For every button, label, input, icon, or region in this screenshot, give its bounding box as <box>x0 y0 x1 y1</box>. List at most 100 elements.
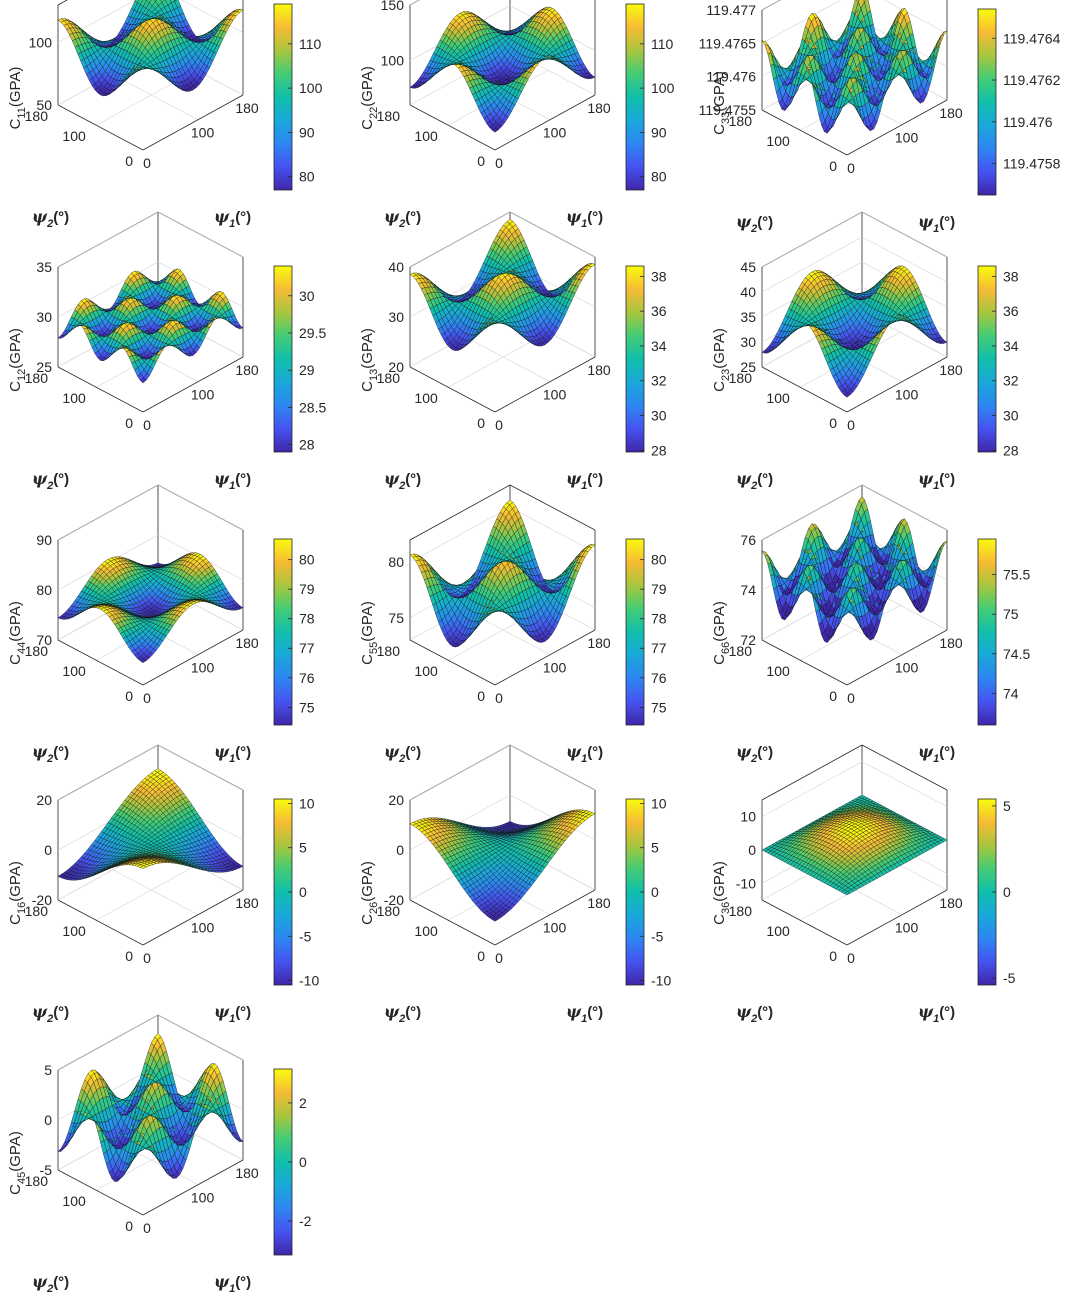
z-label-main: C <box>359 381 376 392</box>
colorbar-tick-label: 119.476 <box>1003 114 1053 130</box>
z-label-main: C <box>7 118 24 129</box>
y-tick-label: 0 <box>477 153 485 169</box>
colorbar-tick-label: 110 <box>651 36 674 52</box>
colorbar <box>274 266 292 452</box>
x-tick-label: 100 <box>191 386 215 402</box>
y-tick-label: 0 <box>477 415 485 431</box>
z-label-unit: (GPA) <box>7 328 24 369</box>
z-tick-label: 30 <box>36 309 52 325</box>
colorbar <box>978 9 996 195</box>
z-tick-label: 119.4765 <box>699 35 757 51</box>
x-tick-label: 100 <box>543 124 567 140</box>
z-label-unit: (GPA) <box>359 66 376 107</box>
surface-mesh <box>761 0 948 134</box>
z-tick-label: 100 <box>381 53 405 69</box>
colorbar-tick-label: 38 <box>651 268 667 284</box>
x-tick-label: 100 <box>191 124 215 140</box>
z-label-sub: 33 <box>720 112 732 124</box>
y-axis-label: ψ2(°) <box>32 469 69 492</box>
surface-mesh <box>57 0 244 97</box>
y-tick-label: 0 <box>829 158 837 174</box>
floor-grid-line <box>112 74 199 121</box>
y-axis-label: ψ2(°) <box>384 207 421 230</box>
x-tick-label: 0 <box>495 155 503 171</box>
y-tick-label: 100 <box>766 133 790 149</box>
colorbar-tick-label: 90 <box>651 124 667 140</box>
surface-mesh <box>409 219 596 351</box>
z-grid-line <box>57 0 244 43</box>
x-tick-label: 100 <box>895 129 919 145</box>
z-label-unit: (GPA) <box>711 71 728 112</box>
y-tick-label: 100 <box>62 128 86 144</box>
subplot-c11: 5010001001800100180C11(GPA)ψ1(°)ψ2(°)809… <box>7 0 323 230</box>
x-axis-label: ψ1(°) <box>566 469 603 492</box>
subplot-c13: 20304001001800100180C13(GPA)ψ1(°)ψ2(°)28… <box>359 211 667 492</box>
subplot-grid: 5010001001800100180C11(GPA)ψ1(°)ψ2(°)809… <box>7 0 1061 1295</box>
y-tick-label: 180 <box>377 370 401 386</box>
colorbar-tick-label: 110 <box>299 36 322 52</box>
colorbar-tick-label: 119.4764 <box>1003 30 1061 46</box>
x-axis-line <box>494 356 596 413</box>
x-tick-label: 180 <box>939 105 963 121</box>
surface-patch <box>173 0 177 2</box>
surface-mesh <box>761 265 948 398</box>
y-axis-line <box>57 104 144 151</box>
z-label-sub: 12 <box>16 369 28 381</box>
x-axis-line <box>142 356 244 413</box>
y-axis-label: ψ2(°) <box>384 469 421 492</box>
colorbar-tick-label: 29.5 <box>299 325 326 341</box>
z-label-unit: (GPA) <box>359 328 376 369</box>
y-tick-label: 100 <box>62 390 86 406</box>
z-tick-label: 100 <box>29 35 53 51</box>
z-tick-label: 119.477 <box>706 2 756 18</box>
z-label-main: C <box>359 119 376 130</box>
x-tick-label: 180 <box>587 362 611 378</box>
y-tick-label: 180 <box>377 108 401 124</box>
y-tick-label: 180 <box>729 113 753 129</box>
z-label-sub: 13 <box>368 369 380 381</box>
x-axis-label: ψ1(°) <box>918 212 955 235</box>
y-tick-label: 0 <box>125 415 133 431</box>
y-tick-label: 180 <box>25 108 49 124</box>
x-axis-label: ψ1(°) <box>214 207 251 230</box>
surface-patch <box>160 0 165 3</box>
z-tick-label: 40 <box>388 259 404 275</box>
colorbar-tick-label: 30 <box>299 288 315 304</box>
y-tick-label: 100 <box>414 390 438 406</box>
y-axis-label: ψ2(°) <box>736 212 773 235</box>
x-tick-label: 180 <box>235 100 259 116</box>
z-grid-line <box>761 236 948 293</box>
colorbar-tick-label: 90 <box>299 124 315 140</box>
z-label-sub: 11 <box>16 107 28 118</box>
x-axis-line <box>142 94 244 151</box>
colorbar-tick-label: 80 <box>651 169 667 185</box>
subplot-c12: 25303501001800100180C12(GPA)ψ1(°)ψ2(°)28… <box>7 211 326 492</box>
x-tick-label: 0 <box>847 160 855 176</box>
colorbar-tick-label: 100 <box>299 80 323 96</box>
surface-mesh <box>409 6 596 133</box>
z-label-sub: 22 <box>368 107 380 119</box>
z-label-main: C <box>7 381 24 392</box>
z-label-unit: (GPA) <box>7 67 24 108</box>
back-top-edge <box>409 0 420 6</box>
x-tick-label: 180 <box>587 100 611 116</box>
colorbar-tick-label: 119.4762 <box>1003 72 1061 88</box>
subplot-c22: 10015001001800100180C22(GPA)ψ1(°)ψ2(°)80… <box>359 0 675 230</box>
colorbar-tick-label: 32 <box>651 373 667 389</box>
z-label-main: C <box>711 124 728 135</box>
surface-patch <box>154 0 157 2</box>
subplot-c23: 253035404501001800100180C23(GPA)ψ1(°)ψ2(… <box>711 211 1019 492</box>
x-tick-label: 0 <box>495 417 503 433</box>
z-tick-label: 35 <box>36 259 52 275</box>
x-tick-label: 0 <box>143 417 151 433</box>
colorbar-tick-label: 80 <box>299 169 315 185</box>
x-tick-label: 180 <box>235 362 259 378</box>
x-tick-label: 0 <box>143 155 151 171</box>
colorbar-tick-label: 28 <box>651 442 667 458</box>
colorbar-tick-label: 28 <box>299 437 315 453</box>
x-axis-label: ψ1(°) <box>214 469 251 492</box>
colorbar-tick-label: 34 <box>651 338 667 354</box>
colorbar <box>626 4 644 190</box>
x-axis-label: ψ1(°) <box>566 207 603 230</box>
